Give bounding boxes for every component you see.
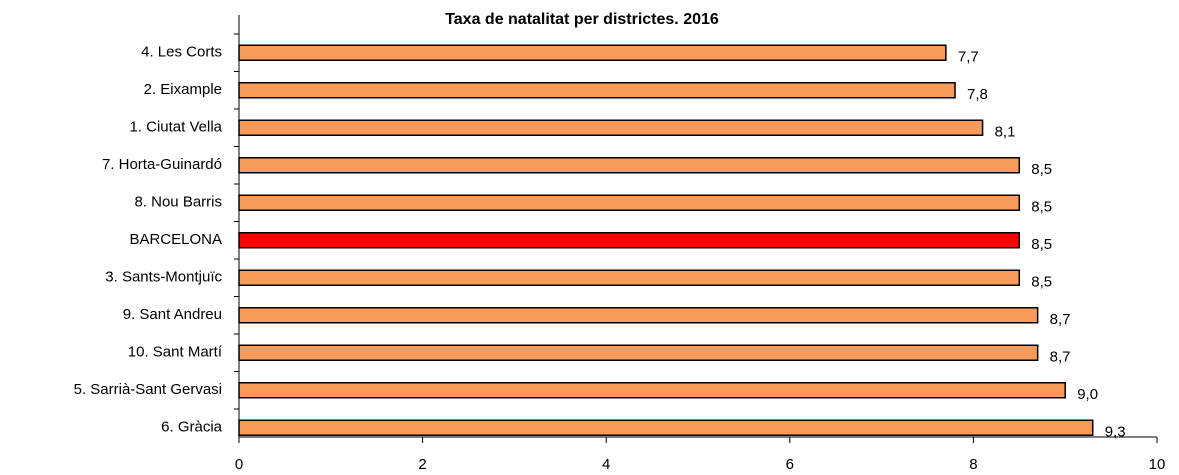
y-tick-label: 7. Horta-Guinardó bbox=[102, 156, 222, 173]
x-tick-label: 2 bbox=[418, 456, 426, 473]
bar bbox=[238, 119, 984, 136]
value-label: 8,7 bbox=[1050, 311, 1071, 328]
y-tick-label: 10. Sant Martí bbox=[128, 344, 223, 361]
y-tick-label: 1. Ciutat Vella bbox=[129, 119, 222, 136]
y-tick-label: 6. Gràcia bbox=[161, 419, 223, 436]
bar bbox=[238, 44, 947, 61]
y-tick-label: 9. Sant Andreu bbox=[123, 306, 222, 323]
value-label: 9,3 bbox=[1105, 424, 1126, 441]
value-label: 8,5 bbox=[1031, 161, 1052, 178]
x-tick-label: 6 bbox=[786, 456, 794, 473]
bar bbox=[238, 232, 1021, 249]
value-label: 9,0 bbox=[1077, 386, 1098, 403]
bar bbox=[238, 382, 1066, 399]
bar bbox=[238, 157, 1021, 174]
y-tick-label: 3. Sants-Montjuïc bbox=[105, 269, 222, 286]
y-tick-label: 4. Les Corts bbox=[141, 44, 222, 61]
bar bbox=[238, 82, 956, 99]
value-label: 8,1 bbox=[995, 124, 1016, 141]
chart-title: Taxa de natalitat per districtes. 2016 bbox=[445, 11, 719, 28]
bar bbox=[238, 269, 1021, 286]
x-tick-label: 8 bbox=[969, 456, 977, 473]
y-tick-label: BARCELONA bbox=[129, 231, 222, 248]
y-tick-label: 8. Nou Barris bbox=[134, 194, 222, 211]
value-label: 8,5 bbox=[1031, 236, 1052, 253]
value-label: 8,5 bbox=[1031, 274, 1052, 291]
bar bbox=[238, 194, 1021, 211]
bar bbox=[238, 344, 1039, 361]
x-tick-label: 4 bbox=[602, 456, 610, 473]
y-tick-label: 2. Eixample bbox=[144, 81, 222, 98]
bar bbox=[238, 419, 1094, 436]
value-label: 8,7 bbox=[1050, 349, 1071, 366]
value-label: 8,5 bbox=[1031, 199, 1052, 216]
x-tick-label: 10 bbox=[1149, 456, 1166, 473]
x-tick-label: 0 bbox=[235, 456, 243, 473]
bar bbox=[238, 307, 1039, 324]
y-tick-label: 5. Sarrià-Sant Gervasi bbox=[74, 381, 222, 398]
value-label: 7,8 bbox=[967, 86, 988, 103]
value-label: 7,7 bbox=[958, 49, 979, 66]
